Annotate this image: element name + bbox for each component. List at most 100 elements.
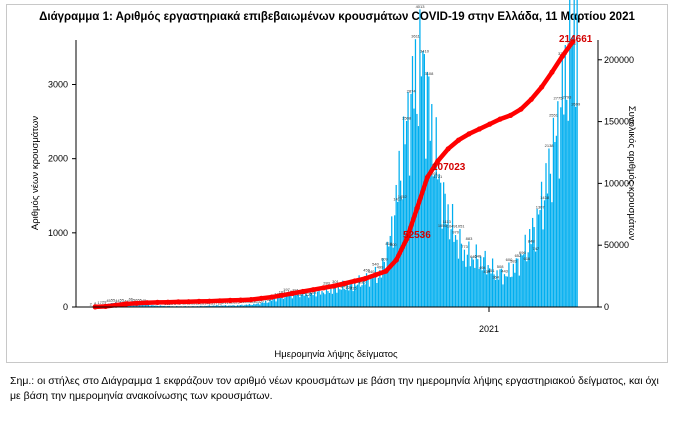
bar <box>205 305 207 307</box>
bar-value-label: 652 <box>515 253 522 258</box>
y2-tick-label: 0 <box>604 302 609 312</box>
bar <box>414 39 417 307</box>
bar-value-label: 1761 <box>429 171 439 176</box>
bar <box>400 180 402 307</box>
bar <box>284 297 286 307</box>
bar <box>199 305 202 307</box>
bar-value-label: 1417 <box>393 196 403 201</box>
bar <box>469 266 471 307</box>
bar <box>523 254 525 307</box>
bar-value-label: 816 <box>386 241 393 246</box>
cumulative-point <box>134 300 140 306</box>
bar <box>361 285 363 307</box>
cumulative-annotation-2: 107023 <box>432 162 466 173</box>
cumulative-point <box>352 278 358 284</box>
bar <box>404 144 406 307</box>
bar <box>558 178 560 307</box>
bar <box>368 286 371 307</box>
bar-value-label: 43 <box>124 298 129 303</box>
bar <box>365 273 368 307</box>
bar <box>465 266 467 307</box>
bar <box>213 305 215 307</box>
bar-value-label: 2138 <box>545 143 555 148</box>
bar <box>311 293 313 307</box>
bar <box>306 294 308 307</box>
cumulative-point <box>248 297 254 303</box>
cumulative-point <box>570 39 576 45</box>
bar <box>201 305 203 307</box>
bar <box>413 108 415 307</box>
bar <box>445 224 448 307</box>
bar <box>503 274 506 307</box>
cumulative-point <box>258 295 264 301</box>
y-tick-label: 2000 <box>48 154 68 164</box>
bar-value-label: 44 <box>115 298 120 303</box>
bar-value-label: 2508 <box>402 115 412 120</box>
bar <box>508 262 510 307</box>
bar <box>244 304 246 307</box>
bar <box>219 305 221 307</box>
bar <box>491 258 494 307</box>
bar <box>532 217 534 307</box>
cumulative-point <box>321 285 327 291</box>
bar <box>537 214 540 307</box>
cumulative-point <box>487 121 493 127</box>
bar <box>319 294 322 307</box>
bar-value-label: 215 <box>350 286 357 291</box>
bar-value-label: 55 <box>120 297 125 302</box>
bar-value-label: 36 <box>253 299 258 304</box>
bar <box>257 303 259 307</box>
bar <box>419 9 421 308</box>
bar <box>288 293 291 307</box>
y-tick-label: 1000 <box>48 228 68 238</box>
y2-tick-label: 150000 <box>604 117 634 127</box>
bar <box>352 291 354 307</box>
bar <box>566 99 568 307</box>
bar <box>296 295 298 307</box>
bar <box>285 292 288 307</box>
y-right-ticks: 0 50000 100000 150000 200000 <box>598 55 634 312</box>
cumulative-point <box>217 298 223 304</box>
bar-value-label: 127 <box>305 292 312 297</box>
cumulative-point <box>362 276 368 282</box>
bar <box>497 279 500 307</box>
bar <box>398 150 400 307</box>
bar-value-label: 2 <box>90 301 93 306</box>
bar <box>273 298 276 307</box>
chart-footnote: Σημ.: οι στήλες στο Διάγραμμα 1 εκφράζου… <box>10 375 659 402</box>
bar <box>337 287 339 307</box>
bar <box>236 305 239 307</box>
cumulative-point <box>476 126 482 132</box>
bar <box>287 296 289 307</box>
cumulative-point <box>269 294 275 300</box>
bar <box>248 303 250 307</box>
bar <box>462 260 464 307</box>
bar <box>441 228 443 307</box>
cumulative-point <box>539 84 545 90</box>
bar <box>367 276 369 307</box>
bar-value-label: 3108 <box>424 71 434 76</box>
bar-value-label: 616 <box>523 256 530 261</box>
bar-value-label: 1452 <box>398 194 408 199</box>
cumulative-point <box>300 288 306 295</box>
bar <box>530 244 532 307</box>
bar <box>373 276 375 307</box>
bar <box>265 301 267 307</box>
bar <box>502 284 504 307</box>
bar <box>256 303 258 307</box>
bar <box>282 298 285 307</box>
bar <box>408 175 411 307</box>
bar <box>457 258 460 307</box>
bar <box>334 284 336 307</box>
bar <box>506 276 509 307</box>
bar <box>564 45 566 307</box>
bar <box>245 304 247 307</box>
bar <box>527 252 529 307</box>
bar <box>496 270 498 307</box>
bar <box>253 303 255 307</box>
bar <box>494 279 497 307</box>
bar <box>161 305 163 307</box>
bar-value-label: 640 <box>470 254 477 259</box>
bar <box>159 305 161 307</box>
bar-value-label: 2551 <box>549 112 559 117</box>
